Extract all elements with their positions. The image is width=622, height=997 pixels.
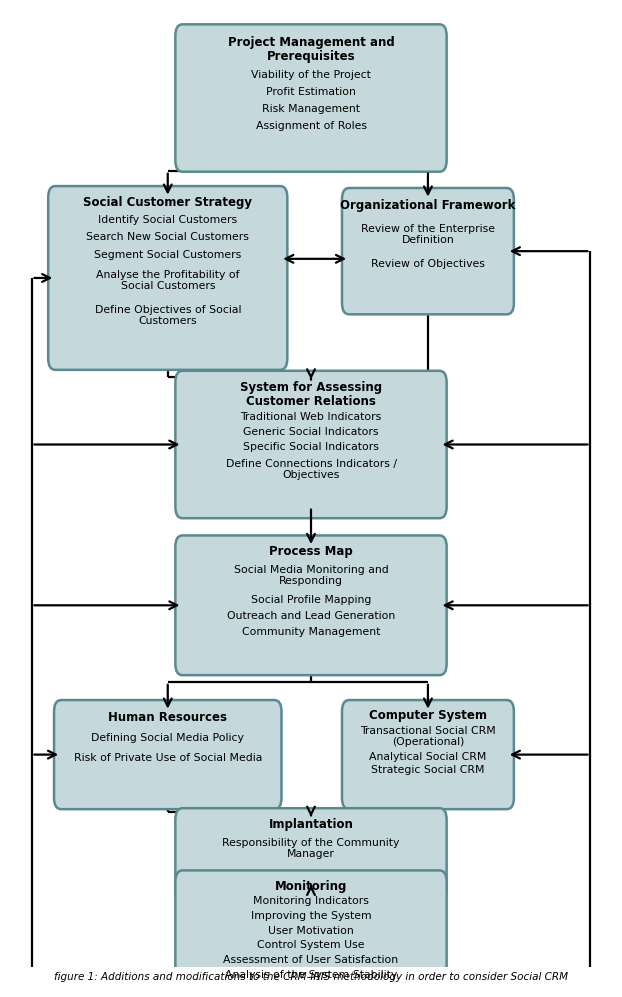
Text: Profit Estimation: Profit Estimation (266, 87, 356, 97)
Text: System for Assessing
Customer Relations: System for Assessing Customer Relations (240, 381, 382, 408)
FancyBboxPatch shape (342, 700, 514, 810)
Text: Analysis of the System Stability: Analysis of the System Stability (225, 970, 397, 980)
Text: Define Connections Indicators /
Objectives: Define Connections Indicators / Objectiv… (226, 459, 396, 480)
Text: User Motivation: User Motivation (268, 925, 354, 935)
Text: Implantation: Implantation (269, 818, 353, 831)
Text: Risk of Private Use of Social Media: Risk of Private Use of Social Media (73, 753, 262, 763)
Text: Specific Social Indicators: Specific Social Indicators (243, 442, 379, 452)
Text: Strategic Social CRM: Strategic Social CRM (371, 766, 485, 776)
Text: Responsibility of the Community
Manager: Responsibility of the Community Manager (222, 838, 400, 859)
Text: Organizational Framework: Organizational Framework (340, 198, 516, 211)
Text: figure 1: Additions and modifications to the CRM-IRIS methodology in order to co: figure 1: Additions and modifications to… (54, 972, 568, 982)
FancyBboxPatch shape (54, 700, 282, 810)
Text: Search New Social Customers: Search New Social Customers (86, 232, 249, 242)
Text: Analytical Social CRM: Analytical Social CRM (369, 752, 486, 762)
Text: Social Media Monitoring and
Responding: Social Media Monitoring and Responding (234, 565, 388, 586)
FancyBboxPatch shape (175, 535, 447, 675)
FancyBboxPatch shape (175, 870, 447, 997)
Text: Review of the Enterprise
Definition: Review of the Enterprise Definition (361, 224, 495, 245)
Text: Segment Social Customers: Segment Social Customers (94, 249, 241, 259)
FancyBboxPatch shape (342, 188, 514, 314)
Text: Outreach and Lead Generation: Outreach and Lead Generation (227, 611, 395, 621)
Text: Risk Management: Risk Management (262, 104, 360, 114)
FancyBboxPatch shape (48, 186, 287, 370)
Text: Defining Social Media Policy: Defining Social Media Policy (91, 733, 244, 743)
Text: Viability of the Project: Viability of the Project (251, 70, 371, 80)
Text: Project Management and
Prerequisites: Project Management and Prerequisites (228, 36, 394, 63)
Text: Social Profile Mapping: Social Profile Mapping (251, 594, 371, 605)
Text: Monitoring: Monitoring (275, 879, 347, 893)
Text: Identify Social Customers: Identify Social Customers (98, 215, 238, 225)
Text: Transactional Social CRM
(Operational): Transactional Social CRM (Operational) (360, 726, 496, 747)
FancyBboxPatch shape (175, 24, 447, 171)
Text: Process Map: Process Map (269, 545, 353, 558)
Text: Analyse the Profitability of
Social Customers: Analyse the Profitability of Social Cust… (96, 270, 239, 291)
Text: Define Objectives of Social
Customers: Define Objectives of Social Customers (95, 305, 241, 326)
Text: Control System Use: Control System Use (258, 940, 364, 950)
Text: Assignment of Roles: Assignment of Roles (256, 122, 366, 132)
Text: Community Management: Community Management (242, 627, 380, 637)
Text: Human Resources: Human Resources (108, 711, 227, 724)
Text: Assessment of User Satisfaction: Assessment of User Satisfaction (223, 955, 399, 965)
Text: Generic Social Indicators: Generic Social Indicators (243, 427, 379, 437)
Text: Computer System: Computer System (369, 709, 487, 722)
Text: Review of Objectives: Review of Objectives (371, 259, 485, 269)
FancyBboxPatch shape (175, 809, 447, 900)
Text: Monitoring Indicators: Monitoring Indicators (253, 896, 369, 906)
FancyBboxPatch shape (175, 371, 447, 518)
Text: Social Customer Strategy: Social Customer Strategy (83, 196, 253, 209)
Text: Improving the System: Improving the System (251, 911, 371, 921)
Text: Traditional Web Indicators: Traditional Web Indicators (240, 412, 382, 422)
